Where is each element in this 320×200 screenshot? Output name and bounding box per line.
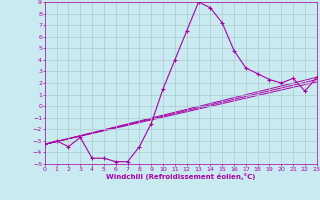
X-axis label: Windchill (Refroidissement éolien,°C): Windchill (Refroidissement éolien,°C) bbox=[106, 173, 255, 180]
